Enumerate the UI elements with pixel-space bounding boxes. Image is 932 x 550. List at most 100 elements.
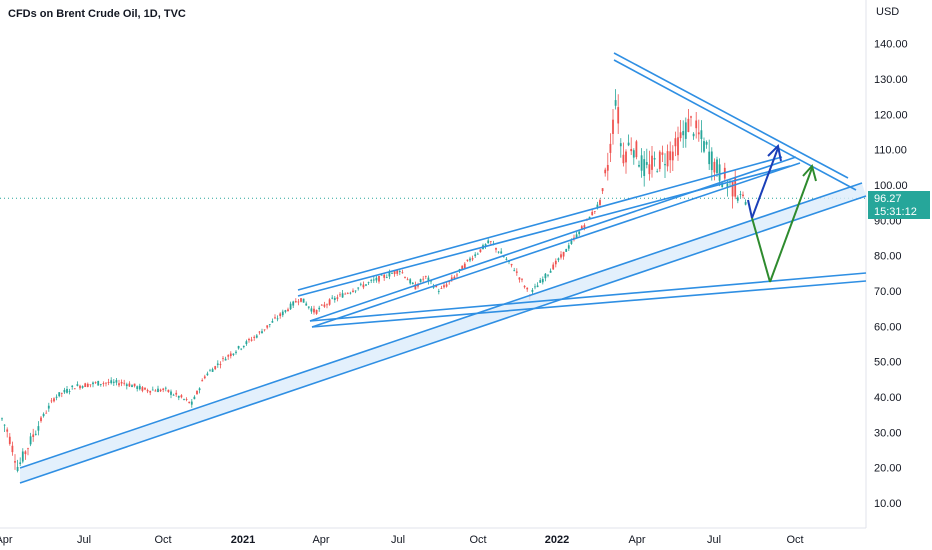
candle (456, 273, 458, 279)
candle (593, 211, 596, 215)
candle-body (648, 164, 651, 175)
candle (476, 252, 479, 255)
candle (544, 272, 547, 282)
candle (315, 309, 318, 315)
candle-body (274, 317, 276, 319)
candle (79, 384, 81, 390)
candle-body (378, 276, 380, 282)
candle (105, 382, 107, 387)
candle-body (476, 253, 479, 255)
candle (526, 287, 529, 292)
candle (37, 421, 40, 436)
candle-body (497, 251, 500, 253)
candle (47, 402, 50, 412)
candle-body (222, 357, 224, 359)
candle-body (380, 274, 383, 276)
candle (489, 241, 492, 245)
candle-body (86, 383, 89, 387)
candle (32, 428, 35, 442)
candle (24, 450, 27, 460)
candle (144, 387, 146, 391)
candle (474, 252, 477, 258)
channel-upper-line-a (297, 156, 783, 291)
candle-body (11, 445, 14, 453)
candle-body (297, 301, 300, 303)
candle (682, 120, 685, 148)
candle (162, 387, 165, 393)
candle (645, 148, 648, 169)
support-band (20, 183, 866, 483)
candle (375, 275, 378, 283)
candle (404, 276, 406, 279)
candles (1, 89, 747, 473)
candle-body (313, 308, 315, 313)
current-price-label: 96.27 (874, 193, 902, 206)
candle-body (383, 274, 386, 278)
candle (232, 353, 235, 357)
candle-body (76, 384, 79, 386)
candle-body (393, 270, 396, 275)
candle (307, 306, 310, 310)
candle (198, 387, 201, 394)
candle (123, 379, 126, 386)
candle-body (261, 331, 263, 334)
candle (206, 371, 209, 376)
horizontal-support-lower (311, 280, 867, 328)
candle-body (224, 358, 227, 361)
candle (84, 382, 87, 388)
candle-body (112, 381, 115, 383)
candle-body (718, 164, 721, 181)
candle-body (336, 297, 339, 299)
support-line-upper (19, 182, 863, 469)
candle-body (580, 226, 583, 229)
y-axis-ticks: 140.00130.00120.00110.00100.0090.0080.00… (874, 39, 908, 510)
candle-body (271, 321, 274, 323)
candle (14, 454, 16, 470)
candle-body (604, 169, 607, 174)
candle (53, 397, 55, 403)
candle (638, 160, 640, 168)
candle-body (34, 433, 37, 435)
candle-body (248, 338, 250, 341)
candle (216, 360, 219, 368)
candle (107, 378, 110, 386)
candle (92, 381, 94, 388)
candle (141, 385, 144, 393)
candle-body (456, 274, 458, 276)
candle (341, 289, 344, 298)
green-arrow-shaft (769, 167, 813, 283)
candle-body (450, 277, 453, 281)
candle-body (326, 304, 328, 306)
candle-body (242, 345, 245, 348)
candle (268, 324, 271, 328)
candle (177, 395, 180, 401)
candle (188, 401, 191, 404)
candle-body (710, 151, 713, 171)
candle (541, 276, 544, 285)
candle (339, 292, 341, 297)
candle-body (201, 380, 204, 382)
candle (669, 141, 672, 173)
candle (513, 267, 516, 272)
y-tick-label: 130.00 (874, 74, 908, 86)
candle-body (474, 254, 477, 257)
candle-body (531, 289, 534, 292)
candle (557, 257, 560, 263)
candle (55, 394, 58, 401)
candle (94, 381, 97, 384)
candle-body (419, 279, 422, 282)
candle (718, 158, 721, 187)
candle-body (409, 279, 412, 284)
candle-body (362, 284, 365, 288)
candle-body (128, 383, 131, 387)
candle (310, 306, 313, 314)
blue-arrow-head (767, 143, 782, 162)
candle (471, 255, 474, 262)
candle (157, 385, 159, 393)
current-price-tag: 96.27 15:31:12 (868, 191, 930, 220)
candle-body (120, 382, 123, 384)
candle-body (656, 171, 659, 173)
candle-body (58, 392, 61, 397)
